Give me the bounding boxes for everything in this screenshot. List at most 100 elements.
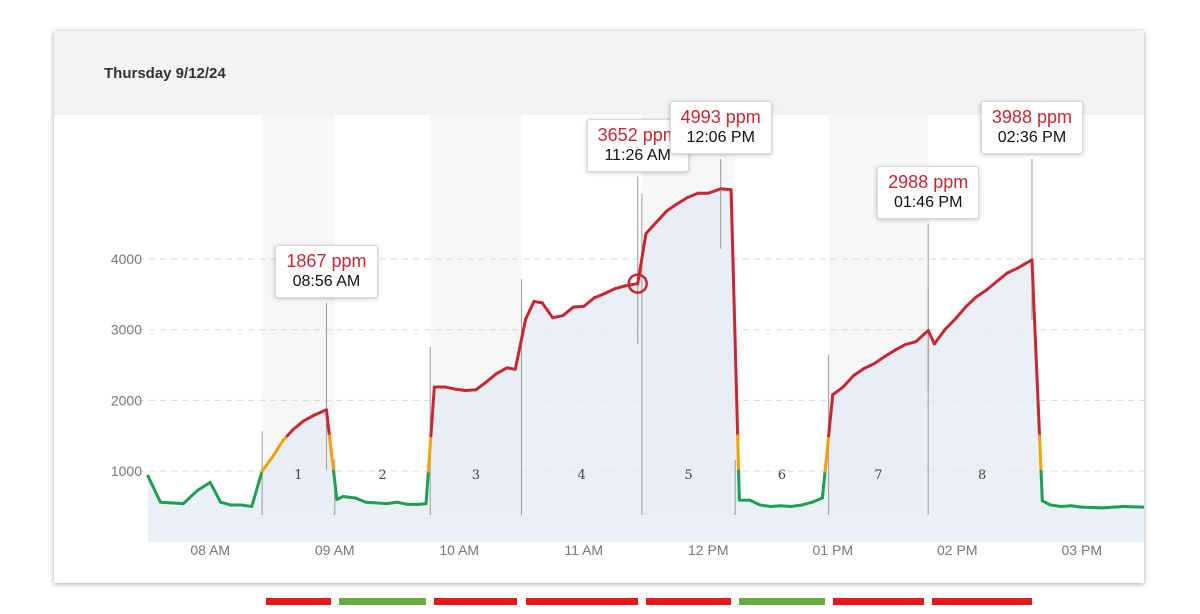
series-segment <box>260 455 274 473</box>
series-segment <box>831 385 845 397</box>
callout-time: 02:36 PM <box>997 129 1067 146</box>
series-segment <box>964 295 978 309</box>
series-segment <box>1040 499 1053 507</box>
series-segment <box>914 329 930 344</box>
x-tick-label: 09 AM <box>315 542 355 558</box>
area-fill <box>148 188 1144 542</box>
period-label: 6 <box>778 468 786 483</box>
series-segment <box>644 220 658 236</box>
series-segment <box>395 500 409 506</box>
series-segment <box>302 413 316 423</box>
series-segment <box>995 271 1009 284</box>
callout-tooltip: 2988 ppm 01:46 PM <box>877 165 980 219</box>
series-segment <box>1080 505 1104 510</box>
series-segment <box>893 343 907 352</box>
series-segment <box>196 480 212 492</box>
series-segment <box>1039 469 1044 503</box>
series-segment <box>324 408 331 438</box>
series-segment <box>327 434 336 473</box>
series-segment <box>332 469 339 501</box>
series-segment <box>426 434 433 473</box>
callout-value: 3652 ppm <box>597 124 678 145</box>
series-segment <box>582 296 596 308</box>
series-segment <box>827 393 835 438</box>
callout-time: 08:56 AM <box>292 272 361 290</box>
series-segment <box>686 191 700 199</box>
period-label: 8 <box>978 468 986 483</box>
series-segment <box>810 496 824 504</box>
series-segment <box>706 187 723 195</box>
period-label: 7 <box>874 468 882 483</box>
period-status-bar <box>739 598 825 605</box>
co2-chart: 1 2 3 4 5 6 7 8 1000 2000 3000 4000 08 AM 09 AM 10 A… <box>111 115 1144 558</box>
x-tick-label: 10 AM <box>439 542 479 558</box>
series-segment <box>623 282 640 288</box>
period-status-bar <box>434 598 518 605</box>
callout-time: 12:06 PM <box>686 129 755 146</box>
series-segment <box>1059 504 1073 508</box>
period-status-bar <box>832 598 925 605</box>
period-status-bar <box>266 598 331 605</box>
series-segment <box>862 362 876 371</box>
series-segment <box>729 188 740 438</box>
series-segment <box>474 380 488 392</box>
series-segment <box>341 495 357 500</box>
series-segment <box>364 500 378 505</box>
series-segment <box>239 503 254 508</box>
series-segment <box>424 469 430 506</box>
highlight-marker <box>627 273 648 294</box>
series-segment <box>719 187 733 192</box>
series-segment <box>984 280 999 292</box>
series-segment <box>737 469 741 502</box>
callout-value: 4993 ppm <box>680 107 761 127</box>
period-label: 1 <box>294 468 302 483</box>
series-segment <box>524 299 536 321</box>
period-label: 5 <box>684 468 692 483</box>
series-segment <box>903 340 918 347</box>
series-segment <box>823 434 831 473</box>
period-label: 2 <box>378 468 386 483</box>
series-segment <box>250 469 264 508</box>
series-segment <box>883 348 897 359</box>
x-tick-label: 11 AM <box>564 542 603 558</box>
y-tick-label: 4000 <box>111 251 142 267</box>
y-tick-label: 1000 <box>111 463 142 479</box>
series-segment <box>592 292 606 300</box>
series-segment <box>354 496 368 504</box>
series-segment <box>926 329 936 346</box>
series-segment <box>453 387 467 393</box>
series-segment <box>613 284 627 291</box>
series-segment <box>1030 258 1042 438</box>
series-segment <box>758 503 772 508</box>
x-tick-label: 03 PM <box>1062 542 1102 558</box>
x-tick-label: 01 PM <box>813 542 853 558</box>
series-segment <box>665 202 679 213</box>
series-segment <box>374 501 389 506</box>
series-segment <box>463 388 478 393</box>
series-segment <box>841 374 855 389</box>
callout-time: 01:46 PM <box>893 193 963 211</box>
series-segment <box>385 500 399 506</box>
series-segment <box>429 385 436 438</box>
x-tick-label: 08 AM <box>190 542 230 558</box>
series-segment <box>571 304 586 309</box>
period-label: 3 <box>472 468 480 483</box>
series-segment <box>1069 504 1084 509</box>
callout-value: 3988 ppm <box>991 107 1072 127</box>
callout-tooltip: 4993 ppm 12:06 PM <box>669 101 772 154</box>
series-segment <box>974 288 988 299</box>
series-segment <box>675 195 689 206</box>
series-segment <box>271 439 285 459</box>
callout-tooltip: 1867 ppm 08:56 AM <box>275 244 378 298</box>
callout-value: 2988 ppm <box>888 171 969 192</box>
series-segment <box>736 434 741 473</box>
callout-tooltip: 3988 ppm 02:36 PM <box>980 101 1083 154</box>
series-segment <box>1005 266 1019 275</box>
series-segment <box>561 305 575 318</box>
series-segment <box>932 328 947 346</box>
series-segment <box>654 209 669 224</box>
series-segment <box>484 372 499 384</box>
series-segment <box>146 474 162 504</box>
card-title: Thursday 9/12/24 <box>104 65 226 82</box>
series-segment <box>540 301 555 320</box>
